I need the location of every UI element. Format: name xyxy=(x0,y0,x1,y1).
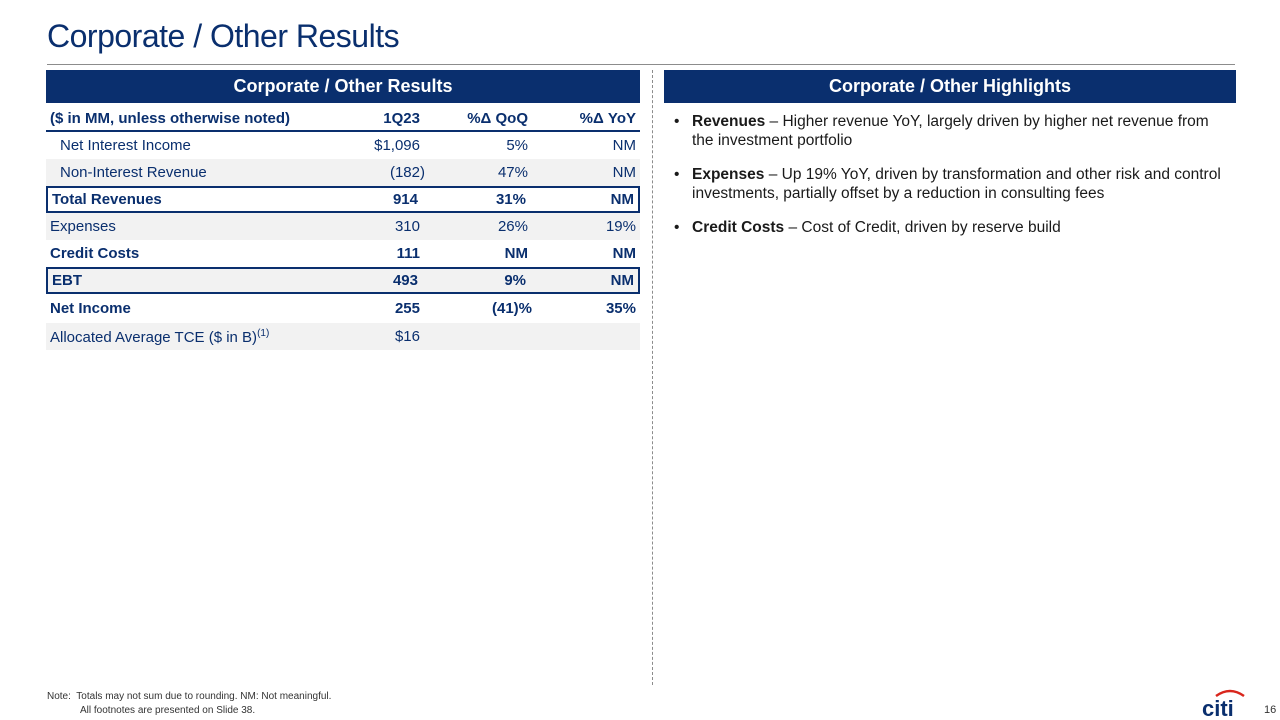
note-label: Note: xyxy=(47,691,71,702)
bullet-text: – Cost of Credit, driven by reserve buil… xyxy=(784,219,1061,236)
table-header-row: ($ in MM, unless otherwise noted) 1Q23 %… xyxy=(46,107,640,132)
table-row: Allocated Average TCE ($ in B)(1) $16 xyxy=(46,323,640,350)
row-value-yoy: NM xyxy=(612,164,636,181)
row-value-qoq: 5% xyxy=(506,137,528,154)
results-table: ($ in MM, unless otherwise noted) 1Q23 %… xyxy=(46,107,640,350)
column-header-qoq: %Δ QoQ xyxy=(467,110,528,127)
row-label: Expenses xyxy=(50,218,116,235)
row-value-qoq: 31% xyxy=(495,191,526,208)
table-row: Expenses 310 26% 19% xyxy=(46,213,640,240)
footnote-line-1: Note: Totals may not sum due to rounding… xyxy=(47,690,331,704)
footnote: Note: Totals may not sum due to rounding… xyxy=(47,690,331,718)
bullet-heading: Revenues xyxy=(692,113,766,130)
table-row-total-revenues: Total Revenues 914 31% NM xyxy=(46,186,640,213)
column-header-yoy: %Δ YoY xyxy=(579,110,636,127)
row-label-text: Allocated Average TCE ($ in B) xyxy=(50,328,258,346)
row-label: Net Income xyxy=(50,300,131,317)
row-value-qoq: 9% xyxy=(504,272,526,289)
panel-divider xyxy=(652,70,653,685)
row-value-yoy: 35% xyxy=(605,300,636,317)
highlights-list: • Revenues – Higher revenue YoY, largely … xyxy=(674,112,1224,252)
bullet-icon: • xyxy=(674,113,680,130)
page-title: Corporate / Other Results xyxy=(47,18,400,54)
row-value-1q23: $16 xyxy=(394,328,420,345)
row-value-1q23: 255 xyxy=(394,300,420,317)
row-label: Net Interest Income xyxy=(60,137,191,154)
row-value-yoy: NM xyxy=(610,191,634,208)
row-value-qoq: 26% xyxy=(497,218,528,235)
left-panel-header: Corporate / Other Results xyxy=(46,70,640,103)
row-label: Allocated Average TCE ($ in B)(1) xyxy=(50,328,269,346)
row-label: Total Revenues xyxy=(52,191,162,208)
column-header-label: ($ in MM, unless otherwise noted) xyxy=(50,110,291,127)
row-value-1q23: 310 xyxy=(394,218,420,235)
row-value-1q23: 493 xyxy=(392,272,418,289)
row-value-qoq: NM xyxy=(504,245,528,262)
row-label: EBT xyxy=(52,272,82,289)
row-label: Non-Interest Revenue xyxy=(60,164,207,181)
table-row: Credit Costs 111 NM NM xyxy=(46,240,640,267)
bullet-icon: • xyxy=(674,219,680,236)
list-item: • Credit Costs – Cost of Credit, driven b… xyxy=(674,218,1224,237)
table-row-net-income: Net Income 255 (41)% 35% xyxy=(46,294,640,323)
table-row-ebt: EBT 493 9% NM xyxy=(46,267,640,294)
bullet-text: – Higher revenue YoY, largely driven by … xyxy=(692,113,1209,149)
row-value-qoq: 47% xyxy=(497,164,528,181)
row-value-yoy: NM xyxy=(612,245,636,262)
bullet-text: – Up 19% YoY, driven by transformation a… xyxy=(692,166,1221,202)
column-header-1q23: 1Q23 xyxy=(383,110,420,127)
bullet-icon: • xyxy=(674,166,680,183)
row-value-qoq: (41)% xyxy=(491,300,532,317)
footnote-line-2: All footnotes are presented on Slide 38. xyxy=(80,705,256,716)
right-panel-header: Corporate / Other Highlights xyxy=(664,70,1236,103)
citi-logo: citi xyxy=(1202,689,1245,718)
footnote-marker: (1) xyxy=(257,327,270,339)
row-value-1q23: 111 xyxy=(396,245,420,262)
row-value-1q23: $1,096 xyxy=(374,137,420,154)
list-item: • Revenues – Higher revenue YoY, largely … xyxy=(674,112,1224,150)
table-row: Net Interest Income $1,096 5% NM xyxy=(46,132,640,159)
bullet-heading: Expenses xyxy=(692,166,765,183)
row-value-1q23: 914 xyxy=(392,191,418,208)
row-value-yoy: NM xyxy=(610,272,634,289)
row-value-1q23: (182) xyxy=(389,164,425,181)
note-text: Totals may not sum due to rounding. NM: … xyxy=(76,691,332,702)
logo-text: citi xyxy=(1202,696,1234,718)
bullet-heading: Credit Costs xyxy=(692,219,785,236)
table-row: Non-Interest Revenue (182) 47% NM xyxy=(46,159,640,186)
row-value-yoy: NM xyxy=(612,137,636,154)
title-rule xyxy=(47,64,1235,65)
row-value-yoy: 19% xyxy=(605,218,636,235)
row-label: Credit Costs xyxy=(50,245,140,262)
list-item: • Expenses – Up 19% YoY, driven by transf… xyxy=(674,165,1224,203)
page-number: 16 xyxy=(1264,704,1277,716)
